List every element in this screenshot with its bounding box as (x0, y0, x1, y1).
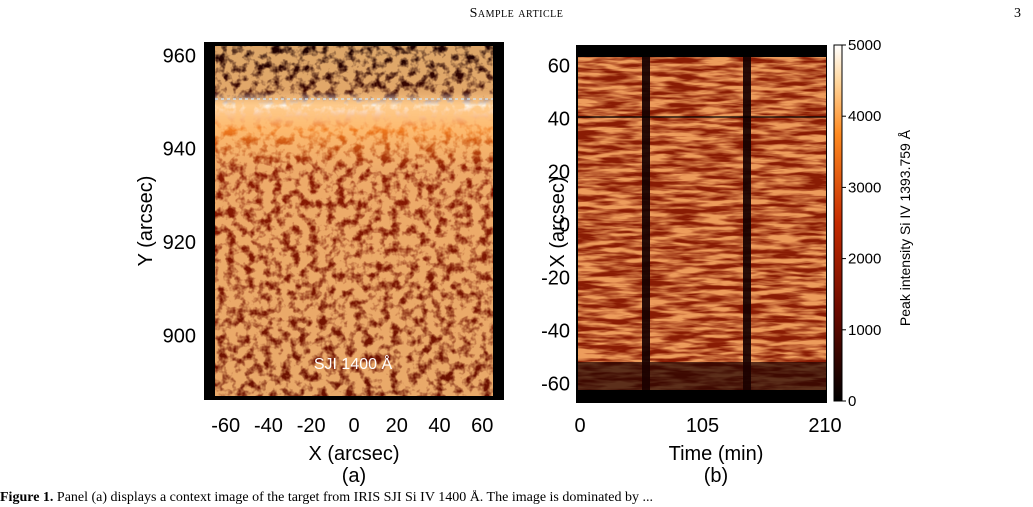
panel-b-ylabel: X (arcsec) (547, 176, 569, 267)
colorbar-tick-label: 5000 (848, 37, 881, 54)
y-tick-label: 20 (548, 161, 570, 183)
y-tick-label: 960 (163, 45, 196, 67)
caption-text: Panel (a) displays a context image of th… (56, 490, 653, 505)
panel-b-xlabel: Time (min) (669, 443, 764, 465)
figure-caption: Figure 1. Panel (a) displays a context i… (0, 490, 1033, 507)
sji-label: SJI 1400 Å (314, 354, 393, 373)
colorbar-ticks: 5000 4000 3000 2000 1000 0 (842, 37, 881, 410)
panel-a-label: (a) (342, 465, 366, 487)
x-tick-label: 0 (348, 415, 359, 437)
running-title: Sample article (469, 6, 564, 21)
x-tick-label: -40 (254, 415, 283, 437)
y-tick-label: 60 (548, 55, 570, 77)
colorbar-tick-label: 0 (848, 393, 856, 410)
panel-a: SJI 1400 Å 960 940 920 900 -60 -40 -20 0 20 40 60… (135, 42, 504, 487)
panel-b-y-ticks: 60 40 20 0 -20 -40 -60 (541, 55, 570, 395)
y-tick-label: -60 (541, 374, 570, 396)
y-tick-label: -40 (541, 321, 570, 343)
panel-a-ylabel: Y (arcsec) (135, 176, 157, 267)
y-tick-label: 40 (548, 108, 570, 130)
panel-a-texture (215, 46, 493, 396)
panel-b: 60 40 20 0 -20 -40 -60 0 105 210 Time (min) X (a… (541, 37, 913, 487)
colorbar (833, 44, 843, 402)
panel-a-x-ticks: -60 -40 -20 0 20 40 60 (211, 415, 493, 437)
x-tick-label: -60 (211, 415, 240, 437)
data-gap-2 (743, 57, 751, 390)
y-tick-label: 940 (163, 139, 196, 161)
x-tick-label: 105 (686, 415, 719, 437)
x-tick-label: 40 (428, 415, 450, 437)
panel-b-bottom-band (578, 362, 826, 390)
x-tick-label: 210 (808, 415, 841, 437)
colorbar-tick-label: 1000 (848, 322, 881, 339)
colorbar-label: Peak intensity Si IV 1393.759 Å (897, 129, 913, 326)
colorbar-tick-label: 3000 (848, 179, 881, 196)
panel-b-texture (578, 57, 826, 390)
x-tick-label: 0 (574, 415, 585, 437)
panel-a-y-ticks: 960 940 920 900 (163, 45, 196, 347)
x-tick-label: 60 (471, 415, 493, 437)
y-tick-label: 0 (559, 215, 570, 237)
data-gap-1 (642, 57, 650, 390)
x-tick-label: -20 (297, 415, 326, 437)
y-tick-label: 920 (163, 232, 196, 254)
page-number: 3 (1014, 6, 1021, 21)
y-tick-label: 900 (163, 325, 196, 347)
x-tick-label: 20 (386, 415, 408, 437)
caption-label: Figure 1. (0, 490, 54, 505)
colorbar-tick-label: 4000 (848, 108, 881, 125)
colorbar-tick-label: 2000 (848, 251, 881, 268)
panel-b-x-ticks: 0 105 210 (574, 415, 841, 437)
panel-a-xlabel: X (arcsec) (308, 443, 399, 465)
panel-b-label: (b) (704, 465, 728, 487)
y-tick-label: -20 (541, 268, 570, 290)
